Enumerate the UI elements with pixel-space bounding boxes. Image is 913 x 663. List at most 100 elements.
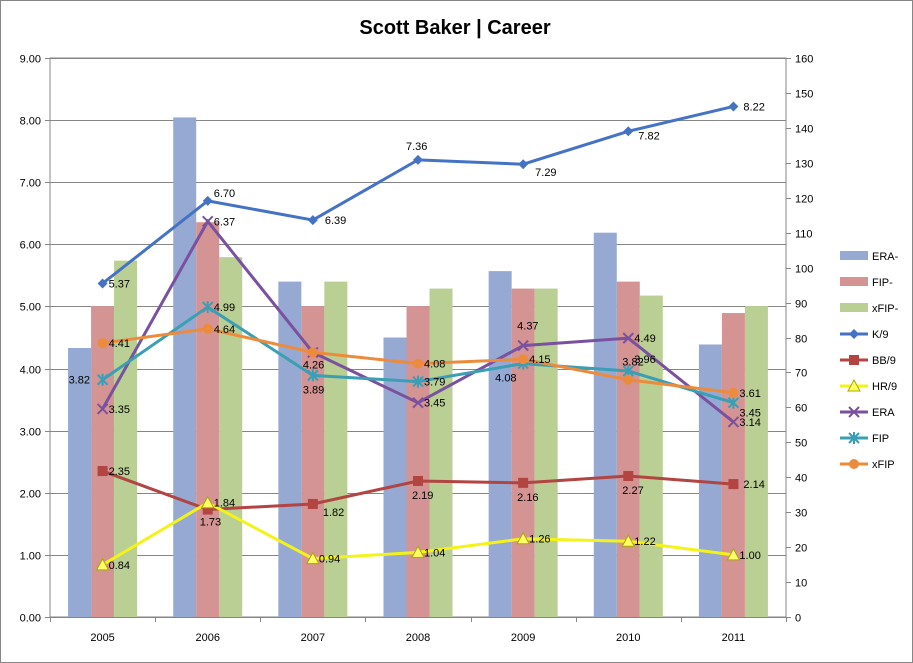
legend-item-bb-9: BB/9 — [840, 355, 896, 367]
point-k-9 — [307, 215, 318, 226]
data-label-hr-9: 1.26 — [529, 534, 550, 546]
bar-era- — [173, 117, 197, 618]
legend-item-era-: ERA- — [840, 251, 899, 263]
point-era — [727, 416, 740, 428]
data-label-xfip: 4.41 — [109, 338, 130, 350]
bar-xfip- — [429, 288, 453, 617]
bar-xfip- — [114, 260, 138, 617]
data-label-fip: 3.96 — [634, 354, 655, 366]
bar-xfip- — [324, 281, 348, 617]
data-label-k-9: 6.39 — [325, 215, 346, 227]
right-axis-tick-label: 130 — [795, 159, 813, 171]
left-axis-tick-label: 8.00 — [20, 116, 41, 128]
data-label-era: 4.49 — [634, 333, 655, 345]
data-label-hr-9: 0.84 — [109, 560, 130, 572]
data-label-bb-9: 2.35 — [109, 466, 130, 478]
left-axis-tick-label: 4.00 — [20, 365, 41, 377]
right-axis-tick-label: 60 — [795, 403, 807, 415]
left-axis-tick-label: 2.00 — [20, 489, 41, 501]
legend-label: FIP- — [872, 277, 893, 289]
data-label-xfip: 4.08 — [424, 359, 445, 371]
legend-label: ERA- — [872, 251, 899, 263]
legend-marker — [848, 406, 860, 418]
point-bb-9 — [413, 475, 423, 486]
data-label-era: 3.45 — [424, 398, 445, 410]
point-hr-9 — [621, 534, 636, 547]
legend-item-fip: FIP — [840, 432, 889, 445]
data-label-bb-9: 2.14 — [743, 479, 764, 491]
point-hr-9 — [516, 531, 530, 545]
right-axis-tick-label: 30 — [795, 508, 807, 520]
data-label-bb-9: 2.27 — [622, 485, 643, 497]
data-label-era: 3.14 — [739, 417, 760, 429]
point-bb-9 — [202, 504, 213, 515]
bar-era- — [488, 271, 512, 617]
x-axis-tick-label: 2006 — [195, 632, 219, 644]
bar-fip- — [91, 306, 115, 617]
point-xfip — [518, 354, 529, 365]
point-era — [96, 403, 109, 415]
bar-fip- — [721, 313, 745, 617]
data-label-xfip: 4.15 — [529, 354, 550, 366]
data-label-era: 4.37 — [517, 321, 538, 333]
bar-fip- — [616, 281, 640, 617]
legend-label: xFIP- — [872, 303, 899, 315]
x-axis-tick-label: 2005 — [90, 632, 114, 644]
x-axis-tick-label: 2009 — [511, 632, 535, 644]
legend-item-hr-9: HR/9 — [840, 378, 897, 393]
data-label-fip: 4.99 — [214, 302, 235, 314]
right-axis-tick-label: 140 — [795, 124, 813, 136]
legend-label: K/9 — [872, 329, 889, 341]
x-axis-tick-label: 2008 — [406, 632, 430, 644]
right-axis-tick-label: 10 — [795, 578, 807, 590]
legend-label: BB/9 — [872, 355, 896, 367]
legend-item-fip-: FIP- — [840, 277, 893, 289]
legend-marker — [848, 432, 860, 444]
legend-label: HR/9 — [872, 381, 897, 393]
x-axis-tick-label: 2011 — [722, 632, 746, 644]
data-label-hr-9: 1.04 — [424, 547, 445, 559]
point-fip — [307, 369, 319, 382]
point-k-9 — [518, 159, 529, 170]
data-label-fip: 3.45 — [739, 408, 760, 420]
bar-xfip- — [534, 288, 558, 617]
point-xfip — [728, 387, 739, 398]
left-axis-tick-label: 6.00 — [20, 240, 41, 252]
bar-era- — [68, 347, 92, 617]
right-axis-tick-label: 120 — [795, 194, 813, 206]
data-label-fip: 4.08 — [495, 373, 516, 385]
legend-marker — [849, 459, 859, 469]
data-label-k-9: 7.36 — [406, 141, 427, 153]
data-label-k-9: 5.37 — [109, 278, 130, 290]
data-label-hr-9: 1.22 — [634, 536, 655, 548]
point-fip — [727, 396, 740, 409]
right-axis-tick-label: 40 — [795, 473, 807, 485]
point-era — [517, 339, 529, 352]
point-xfip — [97, 338, 108, 349]
point-xfip — [413, 358, 423, 369]
legend-item-xfip: xFIP — [840, 459, 895, 471]
data-label-fip: 3.79 — [424, 377, 445, 389]
legend-item-k-9: K/9 — [840, 329, 889, 341]
point-fip — [412, 375, 424, 388]
right-axis-tick-label: 150 — [795, 89, 813, 101]
point-k-9 — [202, 195, 213, 206]
point-hr-9 — [95, 557, 110, 571]
legend-label: ERA — [872, 407, 895, 419]
legend: ERA- FIP-xFIP- K/9 BB/9 HR/9 ERA FIP xFIP — [840, 251, 899, 471]
legend-item-xfip-: xFIP- — [840, 303, 899, 315]
point-k-9 — [97, 278, 108, 289]
point-k-9 — [413, 154, 423, 165]
data-label-bb-9: 2.16 — [517, 492, 538, 504]
data-label-k-9: 7.82 — [638, 130, 659, 142]
data-label-bb-9: 1.82 — [323, 507, 344, 519]
point-hr-9 — [200, 495, 215, 509]
point-bb-9 — [728, 479, 739, 490]
data-label-era: 4.26 — [303, 359, 324, 371]
bar-fip- — [301, 306, 325, 617]
right-axis-tick-label: 110 — [795, 229, 813, 241]
data-label-xfip: 3.82 — [622, 357, 643, 369]
right-axis-tick-label: 90 — [795, 299, 807, 311]
bar-fip- — [196, 222, 220, 618]
